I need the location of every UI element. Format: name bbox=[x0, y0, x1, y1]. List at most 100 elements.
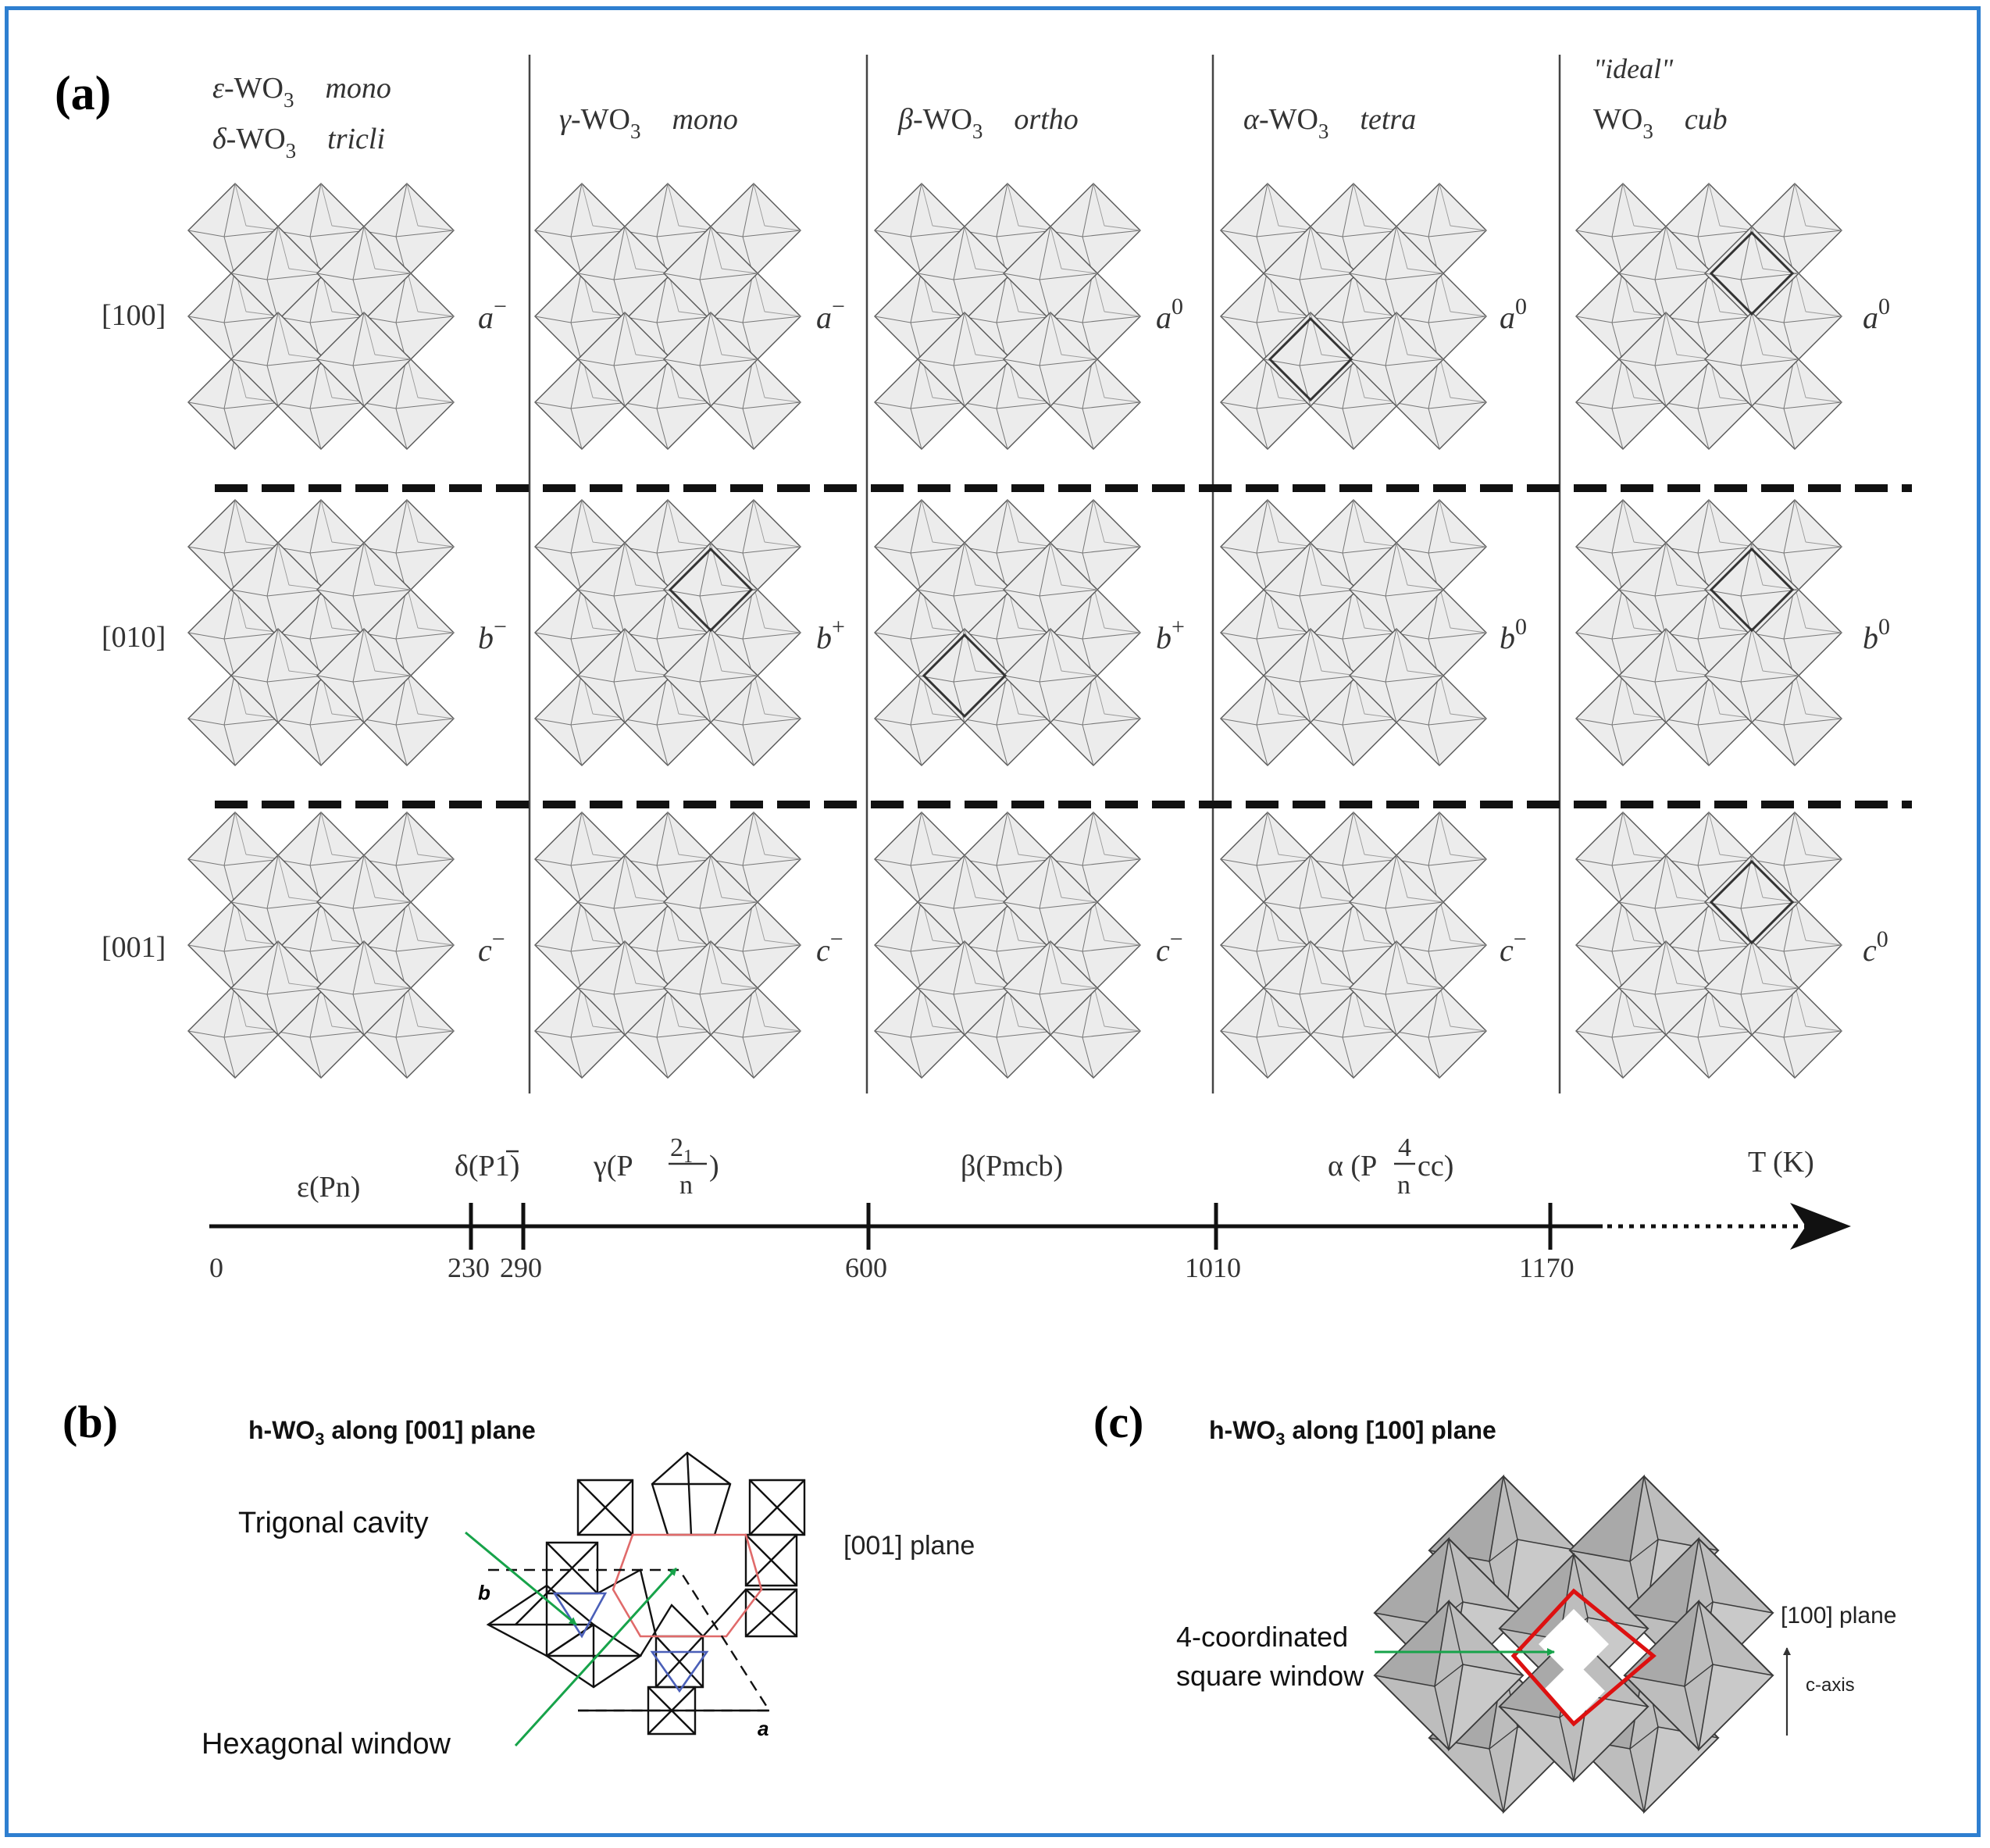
axis-tick-label: 1010 bbox=[1185, 1252, 1241, 1283]
arrow-trigonal bbox=[465, 1531, 577, 1626]
octahedra-grid-r2-c1 bbox=[187, 499, 455, 766]
arrow-hexagonal bbox=[514, 1567, 678, 1747]
column-headers: ε-WO3 mono δ-WO3 tricli γ-WO3 mono β-WO3 ort… bbox=[212, 53, 1728, 162]
octahedra-grid-r2-c3 bbox=[874, 499, 1141, 766]
row-labels: [100] [010] [001] bbox=[102, 299, 166, 964]
window-highlight bbox=[1709, 547, 1795, 633]
column-dividers bbox=[528, 55, 1561, 1093]
tilt-label-c3-col3: c− bbox=[1156, 926, 1183, 968]
axis-unit-label: T (K) bbox=[1748, 1146, 1814, 1179]
header-delta: δ-WO3 tricli bbox=[212, 123, 385, 162]
alpha-close: cc) bbox=[1418, 1150, 1453, 1183]
axis-tick-label: 1170 bbox=[1519, 1252, 1575, 1283]
axis-label-b: b bbox=[478, 1581, 490, 1604]
octahedra-grid-r1-c3 bbox=[874, 183, 1141, 450]
label-square-window-line1: 4-coordinated bbox=[1176, 1621, 1348, 1653]
tilt-label-b2-col3: b+ bbox=[1156, 614, 1185, 655]
window-highlight bbox=[1268, 316, 1353, 402]
gamma-numerator: 21 bbox=[670, 1133, 693, 1167]
hexagonal-window-outline bbox=[612, 1533, 763, 1638]
header-ideal-tag: "ideal" bbox=[1593, 53, 1674, 84]
label-plane-001: [001] plane bbox=[843, 1531, 975, 1561]
label-plane-100: [100] plane bbox=[1781, 1603, 1896, 1629]
octahedra-grid-r3-c1 bbox=[187, 812, 455, 1079]
tilt-label-a1-col4: a0 bbox=[1500, 294, 1527, 335]
octahedron bbox=[744, 1588, 798, 1638]
gamma-close: ) bbox=[709, 1150, 719, 1183]
header-alpha: α-WO3 tetra bbox=[1243, 103, 1416, 143]
octahedra-grid-r3-c3 bbox=[874, 812, 1141, 1079]
header-epsilon: ε-WO3 mono bbox=[212, 72, 391, 112]
octahedron bbox=[576, 1479, 634, 1536]
unit-cell-dashed bbox=[488, 1568, 772, 1712]
h-wo3-100-structure bbox=[1374, 1475, 1774, 1813]
tilt-label-a1-col5: a0 bbox=[1863, 294, 1890, 335]
delta-bar-digit: 1 bbox=[495, 1150, 510, 1183]
window-highlight bbox=[922, 633, 1007, 719]
row-separators bbox=[215, 484, 1912, 808]
panel-label-c: (c) bbox=[1093, 1397, 1143, 1447]
octahedra-grids bbox=[187, 183, 1842, 1079]
panel-b-title: h-WO3 along [001] plane bbox=[248, 1416, 536, 1449]
label-c-axis: c-axis bbox=[1806, 1675, 1855, 1696]
tilt-label-c3-col5: c0 bbox=[1863, 926, 1888, 968]
figure-frame bbox=[5, 6, 1981, 1837]
tilt-labels: a− b− c− a− b+ c− a0 b+ c− a0 b0 c− a0 b0 c0 bbox=[478, 294, 1890, 968]
phase-beta: β(Pmcb) bbox=[961, 1150, 1063, 1183]
tilt-label-c3-col2: c− bbox=[816, 926, 843, 968]
temperature-axis: 0 230 290 600 1010 1170 ε(Pn) δ(P1) γ(P 21 n … bbox=[209, 1133, 1851, 1283]
phase-gamma: γ(P bbox=[593, 1150, 633, 1183]
phase-delta: δ(P1) bbox=[455, 1150, 519, 1183]
panel-label-b: (b) bbox=[62, 1397, 118, 1447]
tilt-label-b2-col2: b+ bbox=[816, 614, 845, 655]
window-highlight bbox=[668, 547, 754, 633]
axis-tick-label: 290 bbox=[500, 1252, 542, 1283]
row-label-010: [010] bbox=[102, 621, 166, 654]
octahedron bbox=[544, 1623, 643, 1689]
label-square-window-line2: square window bbox=[1176, 1660, 1364, 1692]
tilt-label-a1-col1: a− bbox=[478, 294, 507, 335]
alpha-denominator: n bbox=[1397, 1171, 1410, 1200]
octahedron bbox=[744, 1533, 798, 1587]
axis-ticks: 0 230 290 600 1010 1170 bbox=[209, 1203, 1575, 1283]
panel-c-title: h-WO3 along [100] plane bbox=[1209, 1416, 1496, 1449]
window-highlight bbox=[1709, 230, 1795, 316]
row-label-001: [001] bbox=[102, 931, 166, 964]
axis-tick-label: 600 bbox=[845, 1252, 887, 1283]
h-wo3-001-structure bbox=[486, 1451, 806, 1736]
octahedra-grid-r3-c4 bbox=[1220, 812, 1487, 1079]
trigonal-cavity-outline-2 bbox=[650, 1650, 709, 1693]
header-cubic: WO3 cub bbox=[1593, 103, 1728, 143]
octahedra-grid-r1-c2 bbox=[534, 183, 801, 450]
octahedra-grid-r2-c4 bbox=[1220, 499, 1487, 766]
alpha-numerator: 4 bbox=[1398, 1133, 1411, 1162]
tilt-label-c3-col1: c− bbox=[478, 926, 505, 968]
octahedron bbox=[545, 1541, 599, 1595]
gamma-denominator: n bbox=[679, 1171, 693, 1200]
label-hexagonal-window: Hexagonal window bbox=[201, 1728, 451, 1761]
octahedra-grid-r1-c1 bbox=[187, 183, 455, 450]
tilt-label-a1-col2: a− bbox=[816, 294, 845, 335]
octahedron bbox=[748, 1479, 806, 1536]
octahedra-grid-r3-c2 bbox=[534, 812, 801, 1079]
octahedron bbox=[651, 1451, 732, 1536]
header-gamma: γ-WO3 mono bbox=[559, 103, 738, 143]
label-trigonal-cavity: Trigonal cavity bbox=[238, 1507, 429, 1539]
header-beta: β-WO3 ortho bbox=[897, 103, 1079, 143]
axis-arrowhead bbox=[1790, 1203, 1851, 1250]
octahedron bbox=[654, 1635, 704, 1689]
tilt-label-a1-col3: a0 bbox=[1156, 294, 1183, 335]
window-highlight bbox=[1709, 859, 1795, 945]
octahedra-grid-r2-c2 bbox=[534, 499, 801, 766]
axis-tick-label: 230 bbox=[448, 1252, 490, 1283]
tilt-label-b2-col5: b0 bbox=[1863, 614, 1890, 655]
panel-label-a: (a) bbox=[55, 67, 111, 120]
window-opening bbox=[1539, 1609, 1609, 1679]
octahedra-grid-r1-c4 bbox=[1220, 183, 1487, 450]
phase-alpha: α (P bbox=[1328, 1150, 1377, 1183]
octahedra-grid-r1-c5 bbox=[1575, 183, 1842, 450]
trigonal-cavity-outline-1 bbox=[552, 1592, 608, 1639]
octahedra-grid-r3-c5 bbox=[1575, 812, 1842, 1079]
tilt-label-b2-col1: b− bbox=[478, 614, 507, 655]
